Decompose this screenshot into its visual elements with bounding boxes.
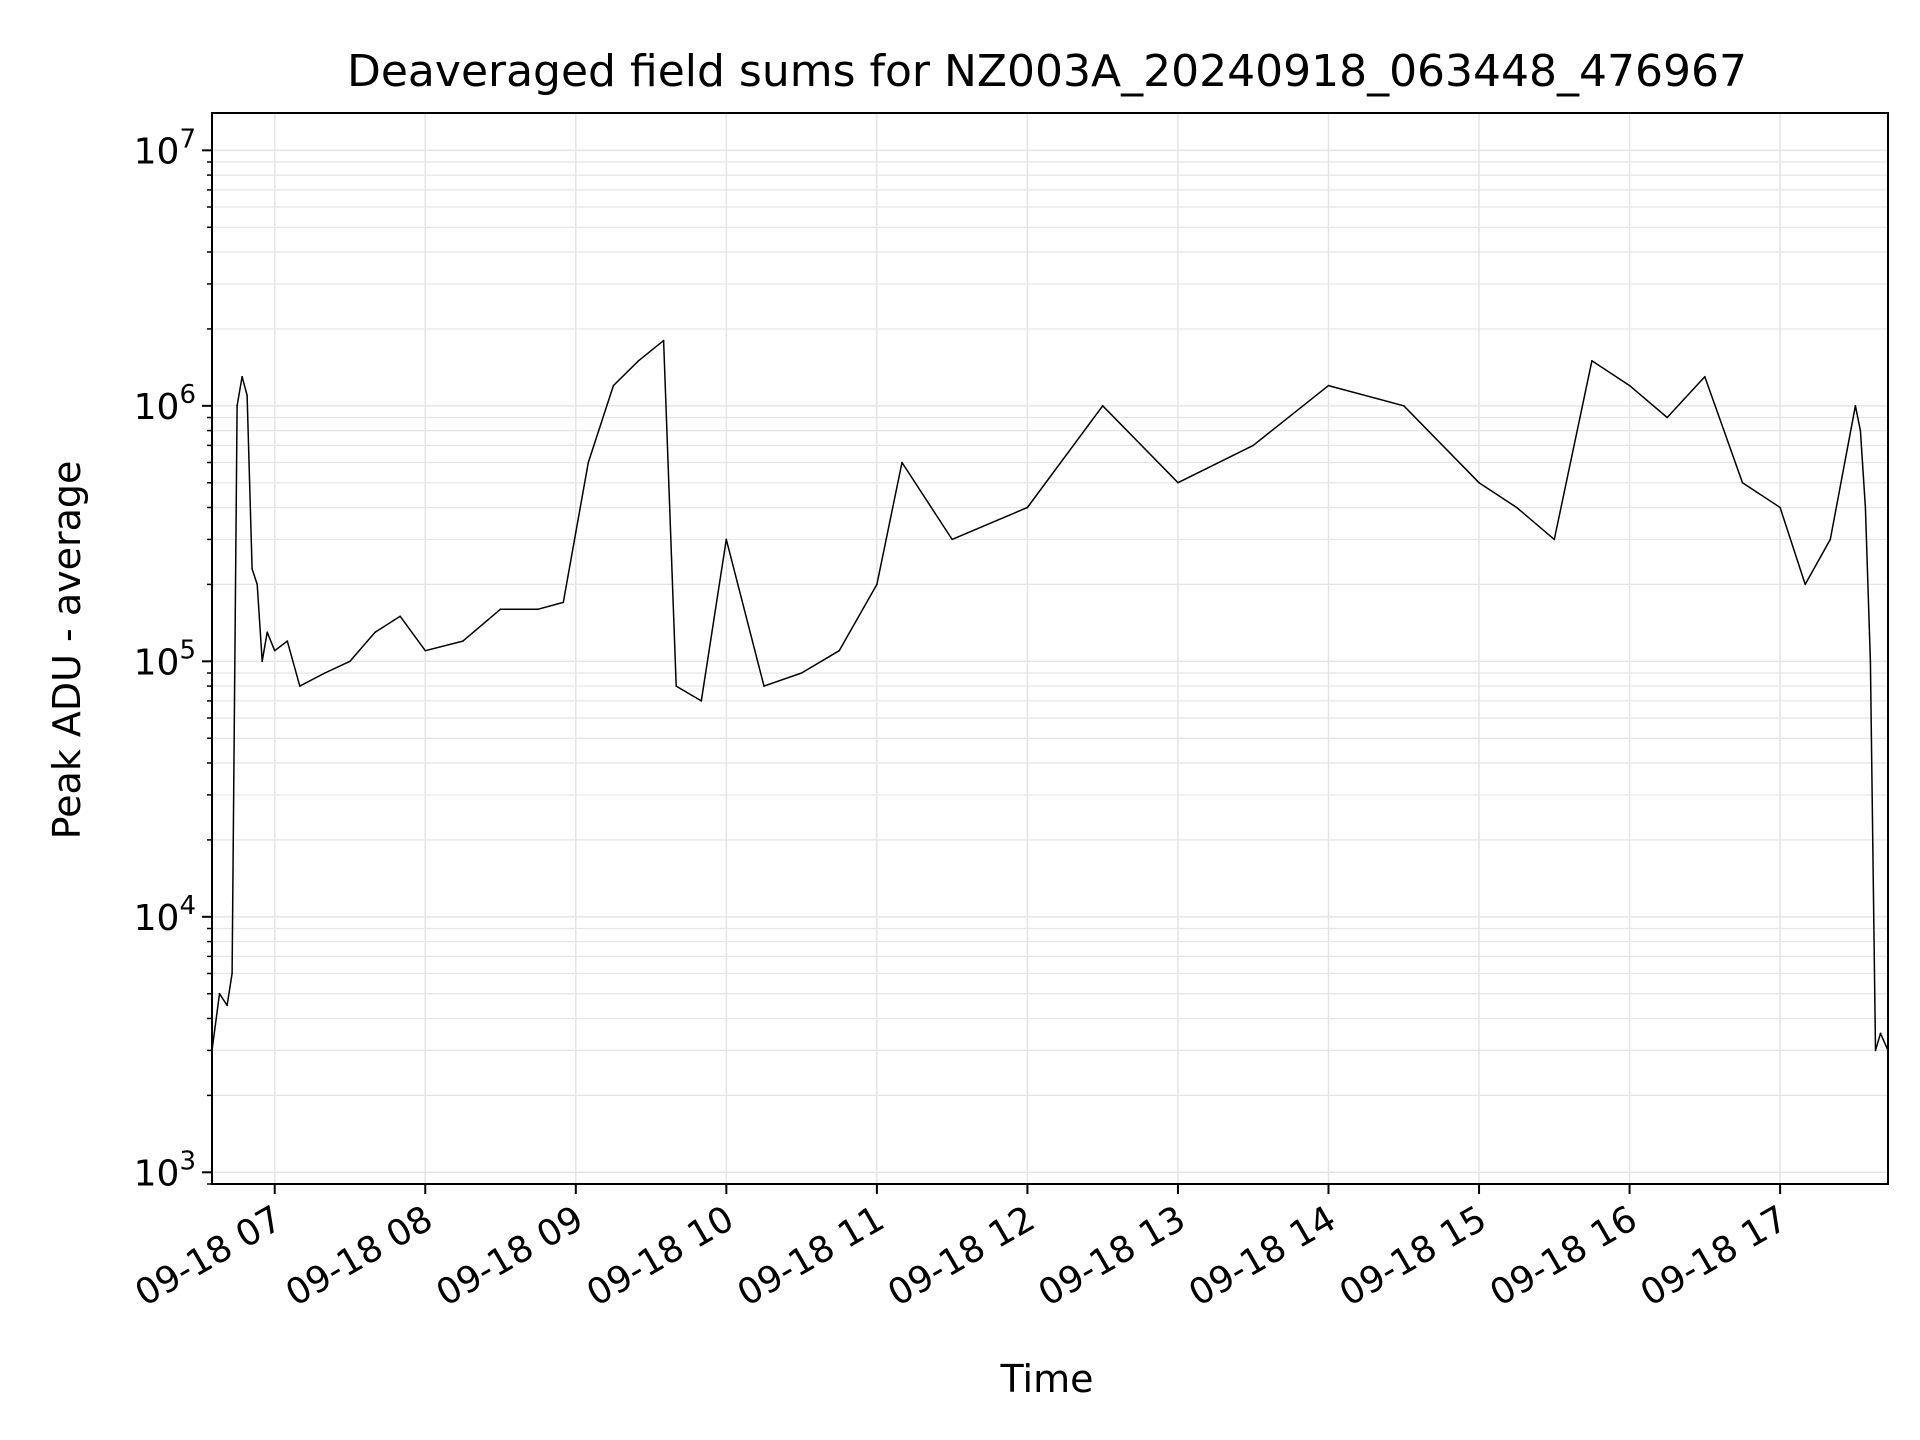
data-point bbox=[1101, 405, 1104, 407]
y-tick-label: 107 bbox=[134, 124, 196, 172]
data-point bbox=[1252, 444, 1254, 447]
y-tick-base: 10 bbox=[134, 898, 180, 939]
y-tick-label: 103 bbox=[134, 1146, 196, 1194]
data-point bbox=[256, 583, 259, 586]
data-point bbox=[1874, 1049, 1877, 1052]
y-tick-base: 10 bbox=[134, 387, 180, 428]
data-point bbox=[1478, 481, 1480, 484]
y-tick-exponent: 4 bbox=[179, 891, 196, 921]
data-point bbox=[1854, 405, 1857, 407]
data-point bbox=[1829, 538, 1832, 541]
y-tick-base: 10 bbox=[134, 1153, 180, 1194]
data-point bbox=[374, 631, 376, 633]
data-point bbox=[226, 1004, 228, 1007]
data-point bbox=[1515, 506, 1518, 509]
data-point bbox=[251, 568, 253, 570]
data-point bbox=[800, 672, 803, 674]
y-tick-exponent: 6 bbox=[179, 380, 196, 410]
data-point bbox=[324, 672, 326, 674]
data-point bbox=[1741, 481, 1744, 484]
data-point bbox=[1403, 405, 1405, 407]
chart-title: Deaveraged field sums for NZ003A_2024091… bbox=[347, 46, 1747, 97]
data-point bbox=[1628, 384, 1631, 387]
data-point bbox=[562, 601, 565, 604]
y-axis-label: Peak ADU - average bbox=[45, 461, 89, 840]
data-point bbox=[246, 394, 248, 397]
data-point bbox=[1879, 1032, 1882, 1035]
data-point bbox=[462, 640, 464, 642]
data-point bbox=[587, 461, 590, 464]
plot-background bbox=[212, 113, 1888, 1184]
data-point bbox=[349, 660, 351, 663]
data-point bbox=[1177, 481, 1179, 484]
data-point bbox=[399, 615, 402, 618]
y-tick-exponent: 7 bbox=[179, 124, 196, 154]
data-point bbox=[675, 685, 677, 687]
data-point bbox=[231, 972, 233, 975]
series-line bbox=[211, 339, 1889, 1052]
data-point bbox=[1553, 538, 1556, 541]
y-tick-base: 10 bbox=[134, 131, 180, 172]
data-point bbox=[1859, 429, 1862, 432]
y-tick-label: 104 bbox=[134, 891, 196, 939]
data-point bbox=[725, 538, 728, 541]
data-point bbox=[763, 685, 765, 687]
data-point bbox=[499, 608, 502, 610]
series-layer bbox=[211, 339, 1889, 1052]
data-point bbox=[662, 339, 665, 342]
plot-area bbox=[211, 112, 1889, 1185]
data-point bbox=[876, 583, 878, 586]
data-point bbox=[236, 405, 238, 407]
data-point bbox=[1869, 660, 1872, 663]
x-axis-label: Time bbox=[1000, 1357, 1094, 1401]
data-point bbox=[700, 700, 703, 702]
data-point bbox=[273, 649, 276, 652]
y-tick-exponent: 5 bbox=[179, 635, 196, 665]
plot-frame bbox=[211, 112, 1889, 1185]
grid bbox=[212, 113, 1888, 1185]
data-point bbox=[537, 608, 539, 610]
data-point bbox=[218, 992, 221, 995]
y-tick-label: 105 bbox=[134, 635, 196, 683]
data-point bbox=[299, 685, 301, 687]
data-point bbox=[1779, 506, 1781, 509]
data-point bbox=[1864, 506, 1867, 509]
data-point bbox=[612, 384, 615, 387]
data-point bbox=[261, 660, 264, 663]
data-point bbox=[241, 375, 243, 378]
data-point bbox=[286, 640, 289, 642]
data-point bbox=[1666, 416, 1668, 419]
data-point bbox=[838, 649, 840, 652]
data-point bbox=[1704, 375, 1706, 378]
data-point bbox=[637, 360, 640, 362]
data-point bbox=[424, 649, 427, 652]
data-point bbox=[1327, 384, 1330, 387]
y-tick-exponent: 3 bbox=[179, 1146, 196, 1176]
data-point bbox=[1804, 583, 1806, 586]
data-point bbox=[1026, 506, 1029, 509]
data-point bbox=[951, 538, 953, 541]
y-tick-label: 106 bbox=[134, 380, 196, 428]
data-point bbox=[1591, 360, 1593, 362]
data-point bbox=[901, 461, 903, 464]
y-tick-base: 10 bbox=[134, 642, 180, 683]
data-point bbox=[266, 631, 269, 633]
